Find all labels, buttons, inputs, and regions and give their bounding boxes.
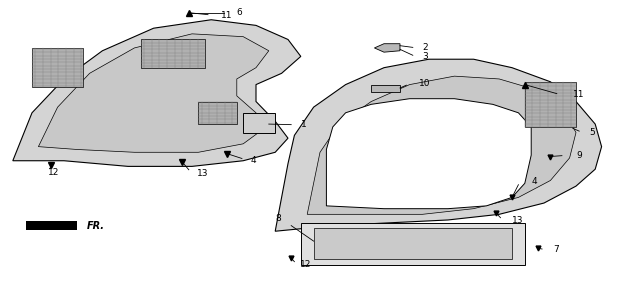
Bar [243, 113, 275, 133]
Bar [198, 102, 237, 124]
Text: 2: 2 [422, 43, 428, 52]
Text: FR.: FR. [86, 221, 104, 231]
Polygon shape [13, 20, 301, 166]
Text: 6: 6 [237, 8, 243, 17]
Polygon shape [307, 76, 576, 214]
Text: 8: 8 [275, 214, 281, 223]
Bar [525, 82, 576, 127]
Polygon shape [314, 228, 512, 259]
Polygon shape [26, 221, 77, 230]
Polygon shape [275, 59, 602, 231]
Text: 9: 9 [576, 151, 582, 160]
Text: 12: 12 [300, 260, 311, 269]
Text: 1: 1 [301, 120, 307, 129]
Polygon shape [38, 34, 269, 152]
Text: 4: 4 [251, 156, 257, 165]
Bar [371, 85, 400, 92]
Text: 12: 12 [48, 168, 60, 177]
Bar [32, 48, 83, 87]
Text: 5: 5 [589, 128, 595, 137]
Text: 11: 11 [573, 90, 584, 99]
Text: 13: 13 [196, 169, 208, 178]
Text: 11: 11 [221, 11, 232, 20]
Text: 3: 3 [422, 52, 428, 61]
Polygon shape [301, 223, 525, 265]
Text: 7: 7 [554, 245, 559, 254]
Text: 4: 4 [531, 177, 537, 186]
Text: 10: 10 [419, 79, 431, 88]
Text: 13: 13 [512, 216, 524, 225]
Polygon shape [374, 44, 400, 52]
Polygon shape [326, 99, 531, 209]
Bar [141, 39, 205, 68]
